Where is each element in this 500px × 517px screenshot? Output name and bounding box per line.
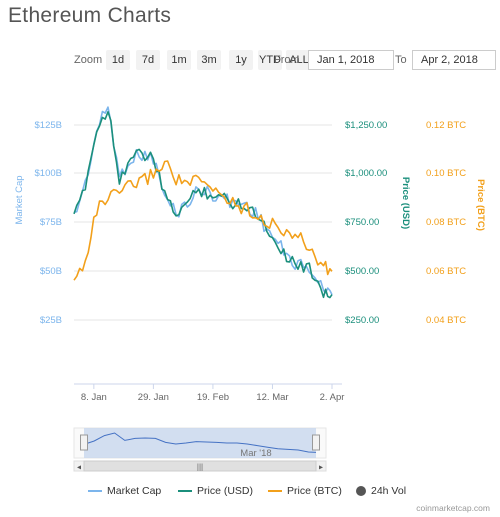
scroll-right-arrow-icon: ▸ [319,463,323,472]
price-btc-tick-label: 0.12 BTC [426,120,466,131]
scrollbar-grip-icon: ||| [197,463,203,472]
price-btc-tick-label: 0.08 BTC [426,217,466,228]
x-tick-label: 19. Feb [197,392,229,403]
legend-price-btc-swatch [268,490,282,492]
grid-lines [74,124,342,385]
price-btc-tick-label: 0.04 BTC [426,315,466,326]
price-usd-tick-label: $500.00 [345,266,379,277]
zoom-7d-button[interactable]: 7d [136,50,160,70]
market-cap-tick-label: $50B [40,266,62,277]
page-title: Ethereum Charts [8,4,172,27]
scrollbar-thumb [83,460,317,472]
navigator-series-line [83,432,317,453]
legend-price-usd-swatch [178,490,192,492]
price-btc-tick-label: 0.06 BTC [426,266,466,277]
from-label: From [274,54,300,66]
legend-market-cap[interactable]: Market Cap [88,485,161,497]
price-btc-axis-title: Price (BTC) [475,179,486,231]
chart-legend: Market Cap Price (USD) Price (BTC) 24h V… [0,485,500,499]
price-btc-tick-label: 0.10 BTC [426,168,466,179]
x-tick-label: 2. Apr [320,392,345,403]
legend-24h-vol-label: 24h Vol [371,485,407,497]
legend-24h-vol[interactable]: 24h Vol [356,485,406,497]
market-cap-tick-label: $75B [40,217,62,228]
legend-price-usd-label: Price (USD) [197,485,254,497]
navigator-label: Mar '18 [240,448,271,459]
market-cap-tick-label: $25B [40,315,62,326]
legend-price-usd[interactable]: Price (USD) [178,485,253,497]
price-usd-tick-label: $1,000.00 [345,168,387,179]
footer-credit: coinmarketcap.com [416,503,490,513]
navigator-right-handle [312,434,320,451]
legend-market-cap-swatch [88,490,102,492]
legend-price-btc-label: Price (BTC) [287,485,342,497]
navigator-left-handle [80,434,88,451]
zoom-label: Zoom [74,54,103,66]
to-label: To [395,54,407,66]
zoom-3m-button[interactable]: 3m [197,50,221,70]
x-tick-label: 12. Mar [256,392,288,403]
price-usd-tick-label: $750.00 [345,217,379,228]
price-usd-tick-label: $250.00 [345,315,379,326]
x-tick-label: 8. Jan [81,392,107,403]
price-usd-tick-label: $1,250.00 [345,120,387,131]
zoom-ytd-button[interactable]: YTD [258,50,282,70]
scroll-left-arrow-icon: ◂ [77,463,81,472]
from-date-input[interactable]: Jan 1, 2018 [308,50,394,70]
x-axis-labels: 8. Jan 29. Jan 19. Feb 12. Mar 2. Apr [81,384,345,403]
legend-price-btc[interactable]: Price (BTC) [268,485,342,497]
to-date-input[interactable]: Apr 2, 2018 [412,50,496,70]
x-tick-label: 29. Jan [138,392,169,403]
legend-market-cap-label: Market Cap [107,485,162,497]
chart-series [73,106,333,299]
series-line-price-btc [73,160,333,281]
navigator-selection [84,428,316,458]
market-cap-axis-title: Market Cap [14,175,25,224]
zoom-1d-button[interactable]: 1d [106,50,130,70]
market-cap-tick-label: $100B [35,168,62,179]
price-usd-axis-title: Price (USD) [400,177,411,229]
zoom-1m-button[interactable]: 1m [167,50,191,70]
legend-24h-vol-dot [356,486,366,496]
series-line-price-usd [73,111,333,299]
navigator[interactable]: Mar '18 ◂ ▸ ||| [73,427,327,472]
y-axis-labels: $25B $50B $75B $100B $125B $250.00 $500.00 $750… [14,120,486,326]
zoom-all-button[interactable]: ALL [286,50,312,70]
zoom-1y-button[interactable]: 1y [229,50,253,70]
price-chart: $25B $50B $75B $100B $125B $250.00 $500.00 $750… [14,106,486,472]
market-cap-tick-label: $125B [35,120,62,131]
